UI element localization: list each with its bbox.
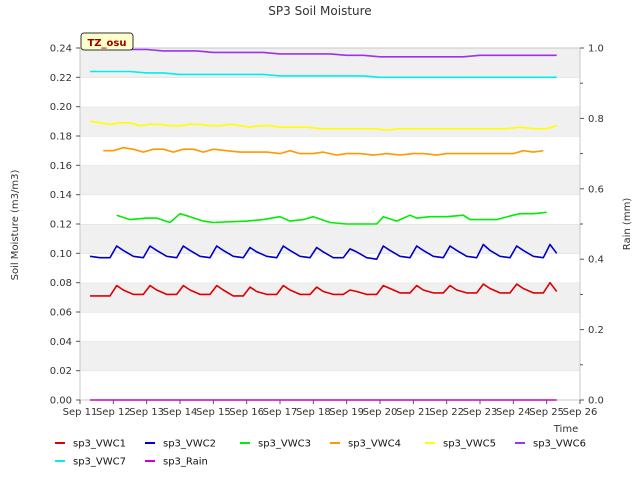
series-line-sp3_VWC2	[89, 243, 558, 261]
x-tick-label: Sep 20	[363, 407, 398, 418]
y-tick-label: 0.22	[50, 73, 72, 84]
series-line-sp3_VWC3	[116, 211, 547, 225]
y-tick-label: 0.12	[50, 220, 72, 231]
background-band	[80, 370, 580, 400]
legend-label-sp3_VWC6: sp3_VWC6	[533, 439, 586, 450]
y-tick-label: 0.06	[50, 308, 72, 319]
y-tick-label: 0.02	[50, 366, 72, 377]
background-band	[80, 282, 580, 312]
background-band	[80, 312, 580, 342]
series-line-sp3_VWC1	[90, 281, 558, 297]
y-tick-label: 0.00	[50, 396, 72, 407]
x-tick-label: Sep 25	[529, 407, 564, 418]
background-band	[80, 341, 580, 371]
y-tick-label: 0.04	[50, 337, 72, 348]
x-tick-label: Sep 15	[196, 407, 231, 418]
y-axis-ticks: 0.00 0.02 0.04 0.06 0.08 0.10 0.12 0.14 0.16 0.18…	[50, 44, 80, 407]
background-band	[80, 77, 580, 107]
x-tick-label: Sep 17	[263, 407, 298, 418]
series-line-sp3_VWC5	[89, 120, 557, 131]
y-tick-label: 0.18	[50, 132, 72, 143]
x-tick-label: Sep 22	[429, 407, 464, 418]
background-band	[80, 136, 580, 166]
legend-label-sp3_VWC1: sp3_VWC1	[73, 439, 126, 450]
x-tick-label: Sep 21	[396, 407, 431, 418]
y-tick-label: 0.14	[50, 190, 72, 201]
station-badge-label: TZ_osu	[87, 38, 126, 49]
x-tick-label: Sep 14	[163, 407, 198, 418]
y-tick-label: 0.24	[50, 44, 72, 55]
y2-tick-label: 0.6	[588, 184, 604, 195]
series-line-sp3_VWC6	[89, 45, 557, 58]
station-badge-box	[80, 32, 134, 51]
background-band	[80, 106, 580, 136]
x-tick-label: Sep 16	[229, 407, 264, 418]
series-line-sp3_VWC4	[103, 146, 544, 156]
series-lines	[89, 45, 558, 401]
legend-label-sp3_VWC4: sp3_VWC4	[348, 439, 401, 450]
x-tick-label: Sep 24	[496, 407, 531, 418]
y-axis-title: Soil Moisture (m3/m3)	[10, 170, 21, 281]
x-axis-title: Time	[553, 424, 578, 435]
y2-axis-ticks: 0.0 0.2 0.4 0.6 0.8 1.0	[580, 44, 604, 407]
station-badge: TZ_osu	[80, 32, 134, 51]
background-band	[80, 194, 580, 224]
y-tick-label: 0.20	[50, 102, 72, 113]
legend-label-sp3_VWC2: sp3_VWC2	[163, 439, 216, 450]
y2-tick-label: 0.4	[588, 255, 604, 266]
legend-label-sp3_VWC5: sp3_VWC5	[443, 439, 496, 450]
y2-tick-label: 0.2	[588, 325, 604, 336]
x-tick-label: Sep 18	[296, 407, 331, 418]
y2-tick-label: 0.0	[588, 396, 604, 407]
legend: sp3_VWC1 sp3_VWC2 sp3_VWC3 sp3_VWC4 sp3_VWC5…	[55, 439, 586, 468]
background-band	[80, 224, 580, 254]
y-tick-label: 0.10	[50, 249, 72, 260]
x-tick-label: Sep 12	[96, 407, 131, 418]
x-tick-label: Sep 19	[329, 407, 364, 418]
y-tick-label: 0.16	[50, 161, 72, 172]
series-line-sp3_VWC7	[90, 70, 557, 79]
background-bands	[80, 47, 580, 400]
y2-tick-label: 1.0	[588, 44, 604, 55]
x-tick-label: Sep 26	[563, 407, 598, 418]
y2-tick-label: 0.8	[588, 114, 604, 125]
chart-title: SP3 Soil Moisture	[268, 4, 371, 18]
x-tick-label: Sep 11	[63, 407, 98, 418]
x-tick-label: Sep 13	[129, 407, 164, 418]
legend-label-sp3_VWC7: sp3_VWC7	[73, 457, 126, 468]
legend-label-sp3_Rain: sp3_Rain	[163, 457, 208, 468]
y-tick-label: 0.08	[50, 278, 72, 289]
y2-axis-title: Rain (mm)	[622, 198, 633, 251]
legend-label-sp3_VWC3: sp3_VWC3	[258, 439, 311, 450]
x-tick-label: Sep 23	[463, 407, 498, 418]
background-band	[80, 165, 580, 195]
background-band	[80, 253, 580, 283]
